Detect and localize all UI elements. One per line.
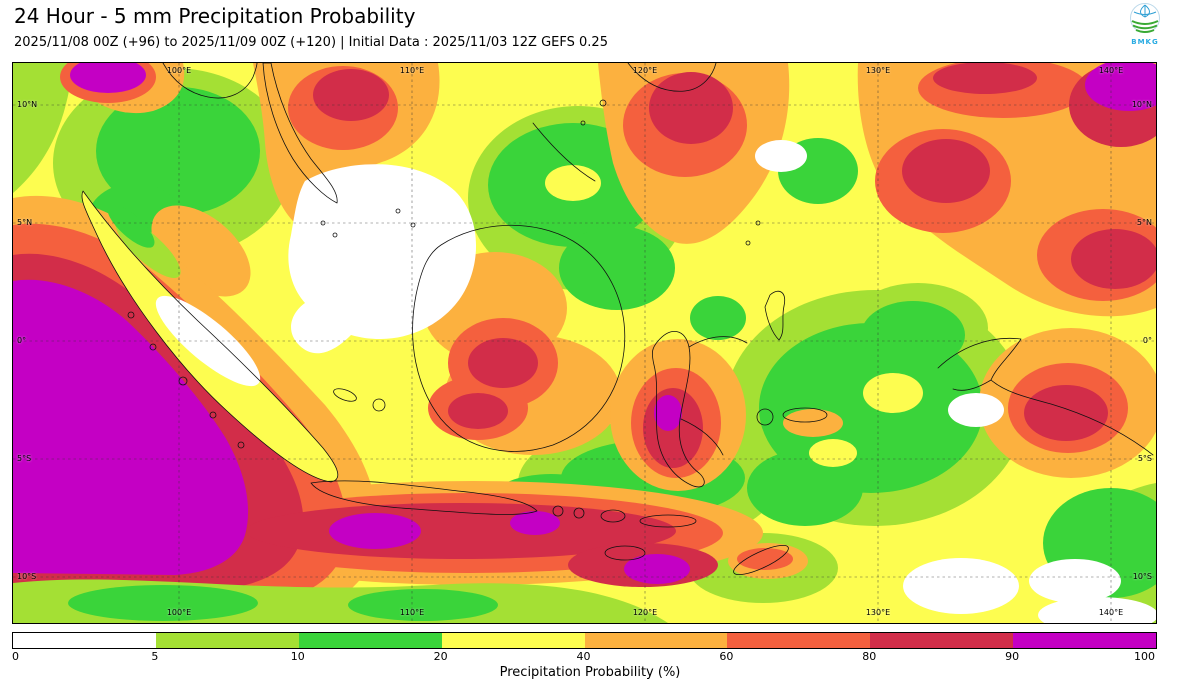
contour-white [288, 140, 1156, 623]
lon-label-130e-bottom: 130°E [865, 608, 891, 617]
colorbar-segment [155, 633, 299, 648]
page-title: 24 Hour - 5 mm Precipitation Probability [14, 4, 416, 28]
colorbar-tick: 20 [433, 650, 448, 663]
lon-label-130e-top: 130°E [865, 66, 891, 75]
lon-label-110e-bottom: 110°E [399, 608, 425, 617]
lat-label-10s-left: 10°S [17, 572, 37, 581]
lon-label-100e-top: 100°E [166, 66, 192, 75]
contour-bottom-strip [13, 579, 668, 623]
lat-label-0-left: 0° [17, 336, 27, 345]
colorbar-tick: 40 [576, 650, 591, 663]
colorbar-tick: 60 [719, 650, 734, 663]
lat-label-10s-right: 10°S [1132, 572, 1152, 581]
bmkg-logo: BMKG [1124, 2, 1166, 46]
lon-label-110e-top: 110°E [399, 66, 425, 75]
lon-label-100e-bottom: 100°E [166, 608, 192, 617]
lat-label-10n-right: 10°N [1131, 100, 1152, 109]
colorbar-tick: 90 [1005, 650, 1020, 663]
graticule [13, 63, 1156, 623]
lon-label-120e-bottom: 120°E [632, 608, 658, 617]
lat-label-5s-left: 5°S [17, 454, 32, 463]
bmkg-logo-label: BMKG [1131, 38, 1159, 46]
precipitation-probability-map [13, 63, 1156, 623]
bmkg-logo-icon [1130, 3, 1160, 33]
colorbar-segment [584, 633, 728, 648]
colorbar-axis-label: Precipitation Probability (%) [499, 665, 681, 680]
lat-label-0-right: 0° [1142, 336, 1152, 345]
colorbar [12, 632, 1157, 649]
lon-label-120e-top: 120°E [632, 66, 658, 75]
colorbar-tick: 10 [290, 650, 305, 663]
colorbar-segment [441, 633, 585, 648]
colorbar-segment [298, 633, 442, 648]
map-panel: 10°N 5°N 0° 5°S 10°S 10°N 5°N 0° 5°S 10°… [12, 62, 1157, 624]
lat-label-5n-right: 5°N [1136, 218, 1152, 227]
colorbar-tick: 0 [12, 650, 19, 663]
lat-label-5s-right: 5°S [1137, 454, 1152, 463]
colorbar-segment [870, 633, 1014, 648]
colorbar-tick: 5 [151, 650, 159, 663]
colorbar-tick: 100 [1134, 650, 1155, 663]
lon-label-140e-bottom: 140°E [1098, 608, 1124, 617]
lat-label-5n-left: 5°N [17, 218, 33, 227]
colorbar-tick: 80 [862, 650, 877, 663]
forecast-period-subtitle: 2025/11/08 00Z (+96) to 2025/11/09 00Z (… [14, 35, 608, 50]
coastlines [81, 63, 1154, 576]
lon-label-140e-top: 140°E [1098, 66, 1124, 75]
colorbar-segment [727, 633, 871, 648]
colorbar-segment [13, 633, 156, 648]
colorbar-segment [1013, 633, 1156, 648]
colorbar-ticks: 0 5 10 20 40 60 80 90 100 [12, 650, 1155, 663]
lat-label-10n-left: 10°N [17, 100, 38, 109]
contour-magenta [13, 63, 1156, 584]
